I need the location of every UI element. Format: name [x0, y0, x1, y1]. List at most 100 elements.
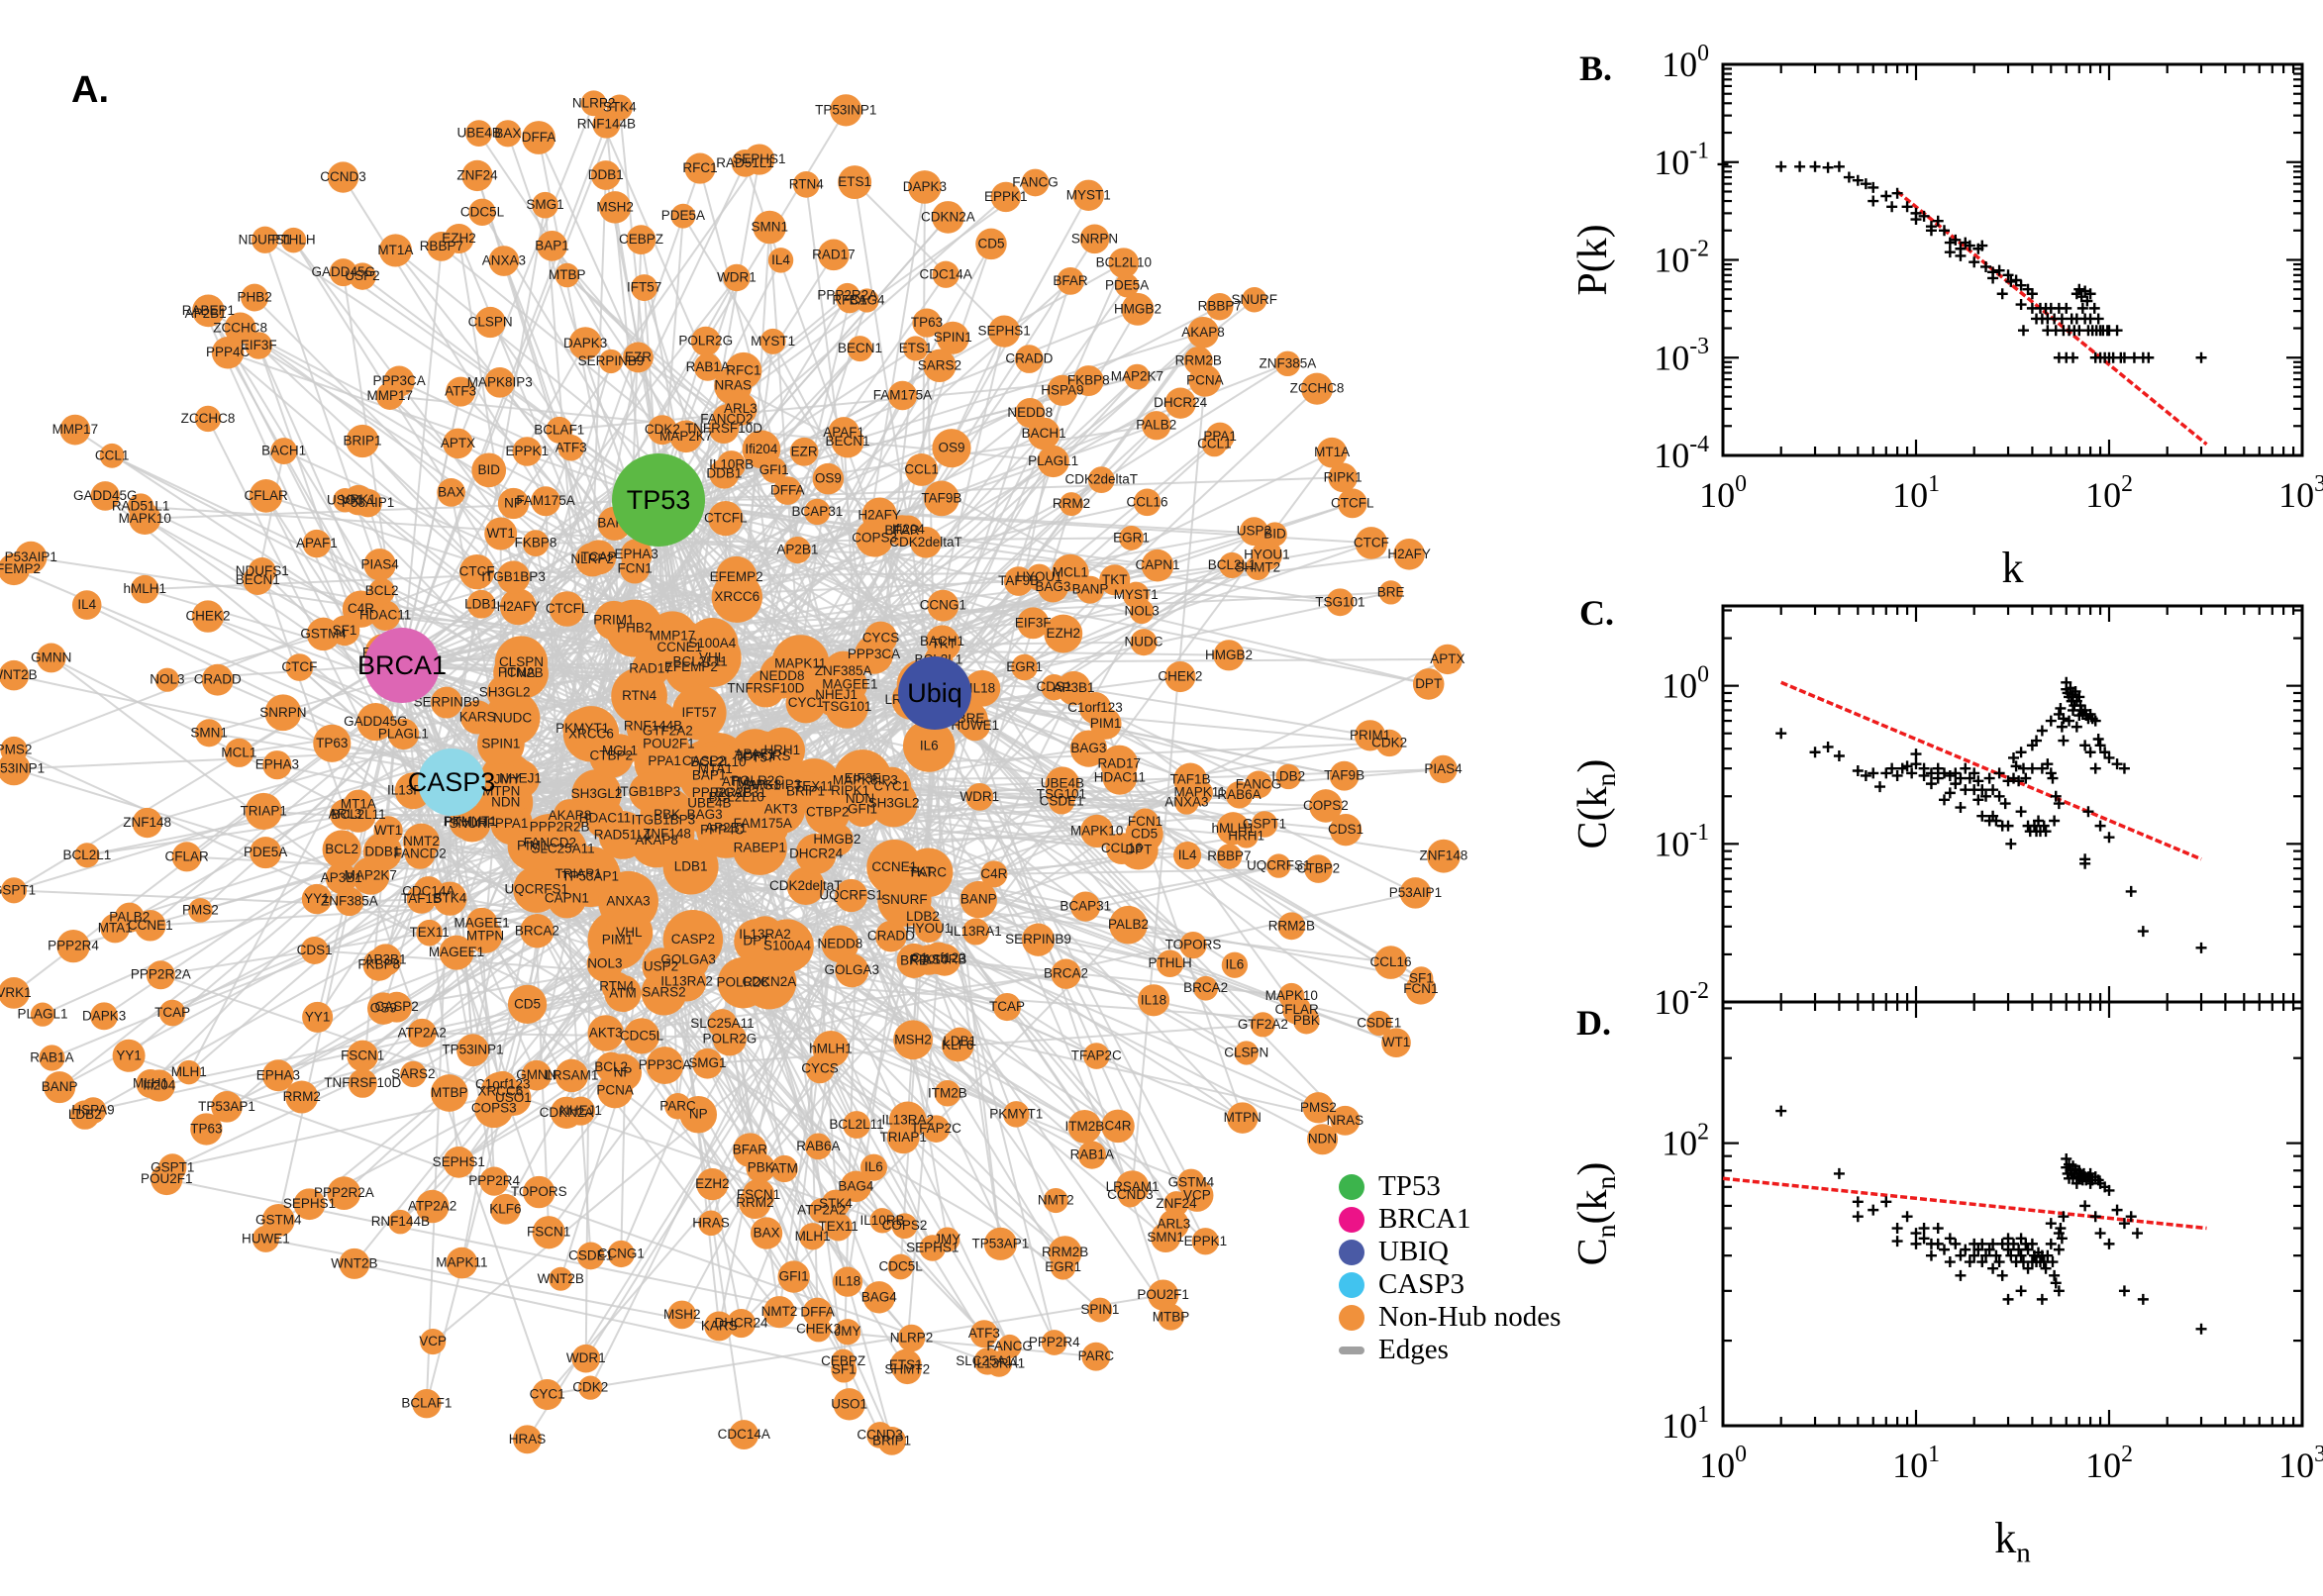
network-node-label: MTA1: [98, 920, 133, 935]
network-node: [1173, 762, 1207, 797]
data-point: [2040, 1262, 2052, 1274]
network-node-label: EPPK1: [506, 444, 550, 458]
network-node-label: IL4: [77, 597, 96, 612]
y-tick-label: 10-4: [1654, 432, 1709, 475]
network-node-label: POU2F1: [1137, 1287, 1189, 1302]
network-node: [985, 1350, 1013, 1377]
network-node: [965, 782, 994, 811]
network-node-label: NDN: [491, 795, 520, 810]
network-node-label: EPHA3: [255, 757, 299, 772]
network-node: [833, 1388, 865, 1421]
data-point: [1955, 1269, 1967, 1281]
network-node: [875, 920, 907, 952]
network-node: [598, 349, 624, 374]
network-node-label: WT1: [1382, 1035, 1411, 1049]
plot-C: [1721, 604, 2304, 1004]
network-node-label: PPP2R4: [48, 939, 99, 953]
network-node-label: HYOU1: [1016, 569, 1062, 584]
network-node: [388, 1209, 413, 1235]
network-node-label: OS9: [938, 441, 964, 455]
network-node: [1131, 808, 1159, 836]
network-node: [649, 724, 689, 764]
network-node-label: USP2: [1237, 524, 1271, 539]
network-node: [717, 763, 754, 800]
network-node: [346, 424, 379, 458]
data-point: [2079, 1200, 2091, 1212]
network-node-label: RRM2: [283, 1089, 321, 1104]
network-node-label: ANXA3: [606, 893, 650, 908]
network-node-label: ZCCHC8: [213, 320, 267, 335]
network-node: [480, 1071, 521, 1112]
data-point: [2089, 1211, 2101, 1223]
data-point: [2125, 885, 2137, 897]
network-node-label: TRIAP1: [880, 1130, 927, 1145]
data-point: [1944, 1256, 1956, 1268]
data-point: [2026, 762, 2038, 774]
network-node-label: RTN4: [789, 176, 825, 191]
data-point: [1833, 750, 1845, 762]
network-node: [869, 1208, 895, 1234]
network-node: [0, 659, 30, 691]
plot-frame-C: [1721, 604, 2304, 1004]
network-node-label: MLH1: [133, 1076, 168, 1091]
network-node: [961, 918, 990, 946]
network-node: [698, 1210, 724, 1237]
network-node-label: VCP: [419, 1334, 447, 1348]
data-point: [2017, 325, 2029, 337]
network-node-label: PLAGL1: [1028, 453, 1078, 468]
network-node-label: BRIP1: [872, 1433, 911, 1447]
network-node: [902, 720, 956, 772]
network-node-label: HDAC11: [1094, 769, 1146, 784]
network-node: [568, 327, 602, 360]
x-tick-label: 100: [1699, 1442, 1747, 1485]
network-node-label: WDR1: [566, 1350, 606, 1365]
network-node-label: SMG1: [526, 197, 563, 212]
network-node-label: CASP2: [682, 753, 726, 768]
network-node: [990, 181, 1021, 213]
network-node: [1041, 1330, 1067, 1355]
data-point: [2137, 1293, 2149, 1305]
network-node: [980, 860, 1008, 888]
data-point: [2036, 725, 2048, 737]
network-node-label: PPP4C: [206, 345, 251, 359]
network-node-label: BAG3: [1035, 579, 1070, 594]
network-node: [195, 719, 224, 748]
network-node-label: PPP3CA: [372, 373, 425, 388]
network-node: [891, 1213, 918, 1240]
network-node: [580, 90, 607, 117]
network-node: [1301, 372, 1334, 405]
network-node: [30, 1002, 55, 1027]
network-node-label: AKAP8: [1181, 325, 1225, 340]
data-point: [1775, 728, 1787, 740]
network-node-label: NDUFS1: [236, 563, 289, 578]
network-node: [456, 1034, 489, 1067]
data-point: [2088, 302, 2100, 314]
network-node-label: ATM: [770, 1161, 798, 1176]
network-node-label: LDB2: [1271, 768, 1305, 783]
data-point: [2111, 325, 2123, 337]
network-node-label: CFLAR: [165, 848, 210, 863]
network-node-label: RRM2B: [1268, 918, 1315, 933]
network-node-label: APAF1: [735, 747, 776, 761]
network-node-label: DFFA: [770, 483, 805, 498]
network-node-label: PPP3CA: [639, 1057, 691, 1072]
data-point: [2058, 735, 2070, 747]
network-node-label: CDKN2A: [540, 1105, 594, 1120]
data-point: [1918, 1233, 1930, 1245]
network-node-label: TCAP: [154, 1005, 190, 1020]
network-node-label: MMP17: [650, 629, 696, 644]
data-point: [1944, 769, 1956, 781]
network-node: [1003, 566, 1034, 596]
network-node-label: NEDD8: [818, 936, 863, 950]
network-node-label: SNRPN: [259, 705, 306, 720]
network-node: [1069, 730, 1108, 767]
network-node: [490, 1193, 521, 1225]
data-point: [1983, 772, 1995, 784]
data-point: [2094, 1228, 2106, 1240]
network-node-label: MAGEE1: [454, 915, 510, 930]
network-node-label: WDR1: [717, 269, 757, 284]
network-node-label: NUDC: [1124, 635, 1162, 649]
network-node: [626, 225, 656, 254]
network-node: [1050, 1254, 1076, 1280]
network-node: [130, 574, 159, 604]
